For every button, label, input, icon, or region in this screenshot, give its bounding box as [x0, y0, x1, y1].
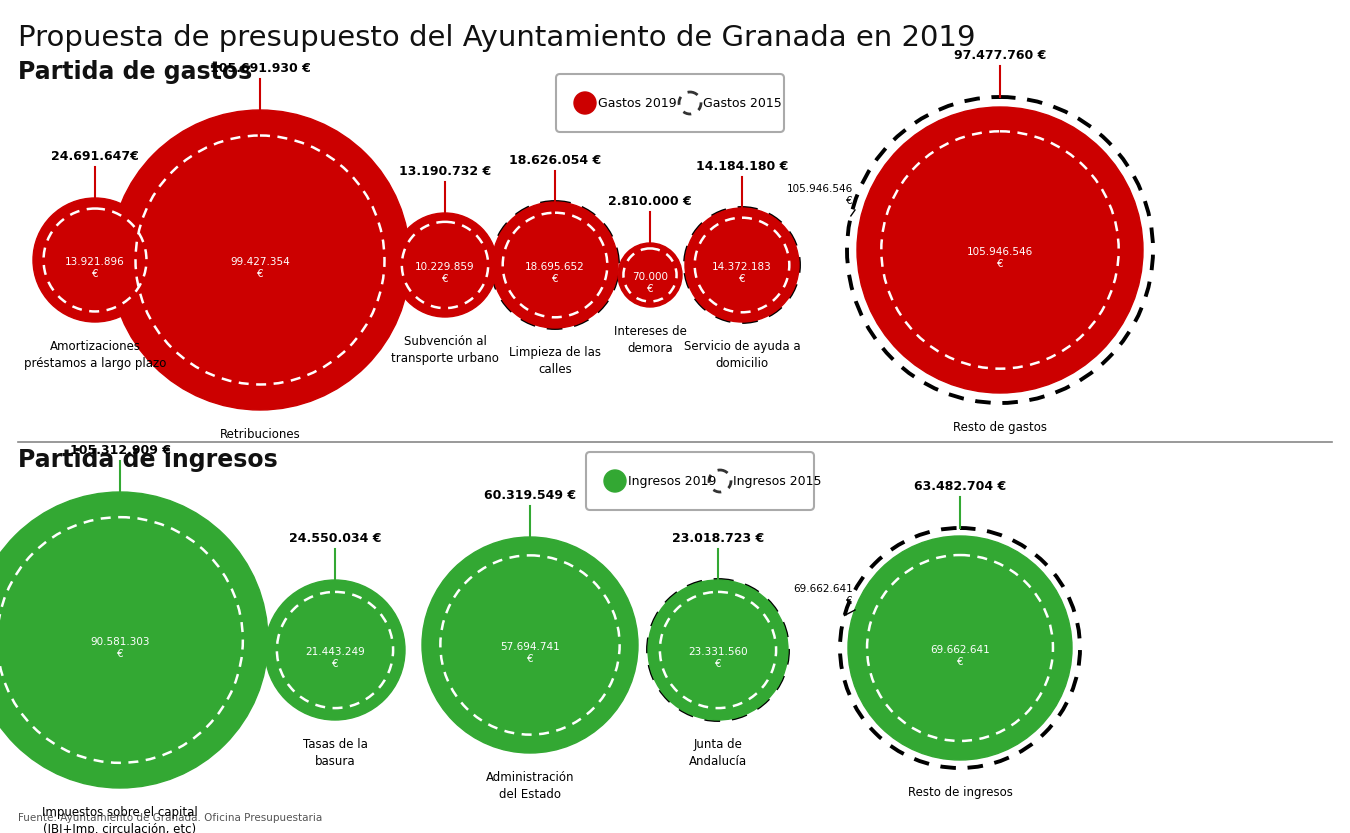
Text: 23.018.723 €: 23.018.723 € — [672, 532, 764, 545]
Text: Tasas de la
basura: Tasas de la basura — [302, 738, 367, 768]
Text: Propuesta de presupuesto del Ayuntamiento de Granada en 2019: Propuesta de presupuesto del Ayuntamient… — [18, 24, 976, 52]
Text: Ingresos 2019: Ingresos 2019 — [628, 475, 717, 487]
Ellipse shape — [109, 110, 410, 410]
Text: 105.946.546
€: 105.946.546 € — [787, 184, 853, 206]
Ellipse shape — [648, 580, 788, 720]
Text: 69.662.641
€: 69.662.641 € — [794, 585, 853, 606]
Text: Ingresos 2015: Ingresos 2015 — [733, 475, 822, 487]
Text: 97.477.760 €: 97.477.760 € — [954, 49, 1046, 62]
Text: Fuente: Ayuntamiento de Granada. Oficina Presupuestaria: Fuente: Ayuntamiento de Granada. Oficina… — [18, 813, 323, 823]
Text: Subvención al
transporte urbano: Subvención al transporte urbano — [392, 335, 500, 365]
Text: Resto de gastos: Resto de gastos — [953, 421, 1048, 434]
Ellipse shape — [265, 580, 405, 720]
Ellipse shape — [574, 92, 595, 114]
Text: 105.946.546
€: 105.946.546 € — [967, 247, 1033, 269]
Text: Partida de gastos: Partida de gastos — [18, 60, 252, 84]
Text: 23.331.560
€: 23.331.560 € — [688, 646, 748, 669]
Text: Servicio de ayuda a
domicilio: Servicio de ayuda a domicilio — [683, 340, 801, 370]
Ellipse shape — [423, 537, 639, 753]
Ellipse shape — [32, 198, 157, 322]
Ellipse shape — [393, 213, 497, 317]
Text: 14.184.180 €: 14.184.180 € — [695, 160, 788, 173]
Text: 90.581.303
€: 90.581.303 € — [90, 636, 150, 659]
Text: 24.691.647€: 24.691.647€ — [51, 150, 139, 163]
Text: Partida de ingresos: Partida de ingresos — [18, 448, 278, 472]
Text: Limpieza de las
calles: Limpieza de las calles — [509, 346, 601, 376]
Text: 57.694.741
€: 57.694.741 € — [500, 641, 560, 664]
Text: 10.229.859
€: 10.229.859 € — [416, 262, 475, 284]
Text: 63.482.704 €: 63.482.704 € — [914, 480, 1006, 493]
Ellipse shape — [857, 107, 1143, 393]
FancyBboxPatch shape — [586, 452, 814, 510]
Text: Retribuciones: Retribuciones — [220, 428, 300, 441]
Text: Intereses de
demora: Intereses de demora — [613, 325, 686, 355]
Text: 69.662.641
€: 69.662.641 € — [930, 645, 990, 667]
Text: 18.695.652
€: 18.695.652 € — [525, 262, 585, 284]
Text: Amortizaciones
préstamos a largo plazo: Amortizaciones préstamos a largo plazo — [24, 340, 166, 370]
Text: 105.691.930 €: 105.691.930 € — [209, 62, 310, 75]
Text: 70.000
€: 70.000 € — [632, 272, 668, 294]
Ellipse shape — [684, 208, 799, 322]
Ellipse shape — [618, 243, 682, 307]
Text: 21.443.249
€: 21.443.249 € — [305, 646, 365, 669]
Text: 105.312.909 €: 105.312.909 € — [69, 444, 170, 457]
Text: Resto de ingresos: Resto de ingresos — [907, 786, 1012, 799]
Text: 99.427.354
€: 99.427.354 € — [230, 257, 290, 279]
Text: 2.810.000 €: 2.810.000 € — [608, 195, 691, 208]
Text: Gastos 2015: Gastos 2015 — [703, 97, 782, 109]
Text: Administración
del Estado: Administración del Estado — [486, 771, 574, 801]
Ellipse shape — [848, 536, 1072, 760]
Text: 18.626.054 €: 18.626.054 € — [509, 154, 601, 167]
Text: Junta de
Andalucía: Junta de Andalucía — [688, 738, 747, 768]
Text: 13.190.732 €: 13.190.732 € — [398, 165, 491, 178]
Text: 14.372.183
€: 14.372.183 € — [713, 262, 772, 284]
Text: 13.921.896
€: 13.921.896 € — [65, 257, 124, 279]
Text: Gastos 2019: Gastos 2019 — [598, 97, 676, 109]
FancyBboxPatch shape — [556, 74, 784, 132]
Ellipse shape — [0, 492, 269, 788]
Text: 24.550.034 €: 24.550.034 € — [289, 532, 381, 545]
Text: 60.319.549 €: 60.319.549 € — [483, 489, 576, 502]
Ellipse shape — [603, 470, 626, 492]
Ellipse shape — [491, 202, 618, 328]
Text: Impuestos sobre el capital
(IBI+Imp. circulación, etc): Impuestos sobre el capital (IBI+Imp. cir… — [42, 806, 198, 833]
